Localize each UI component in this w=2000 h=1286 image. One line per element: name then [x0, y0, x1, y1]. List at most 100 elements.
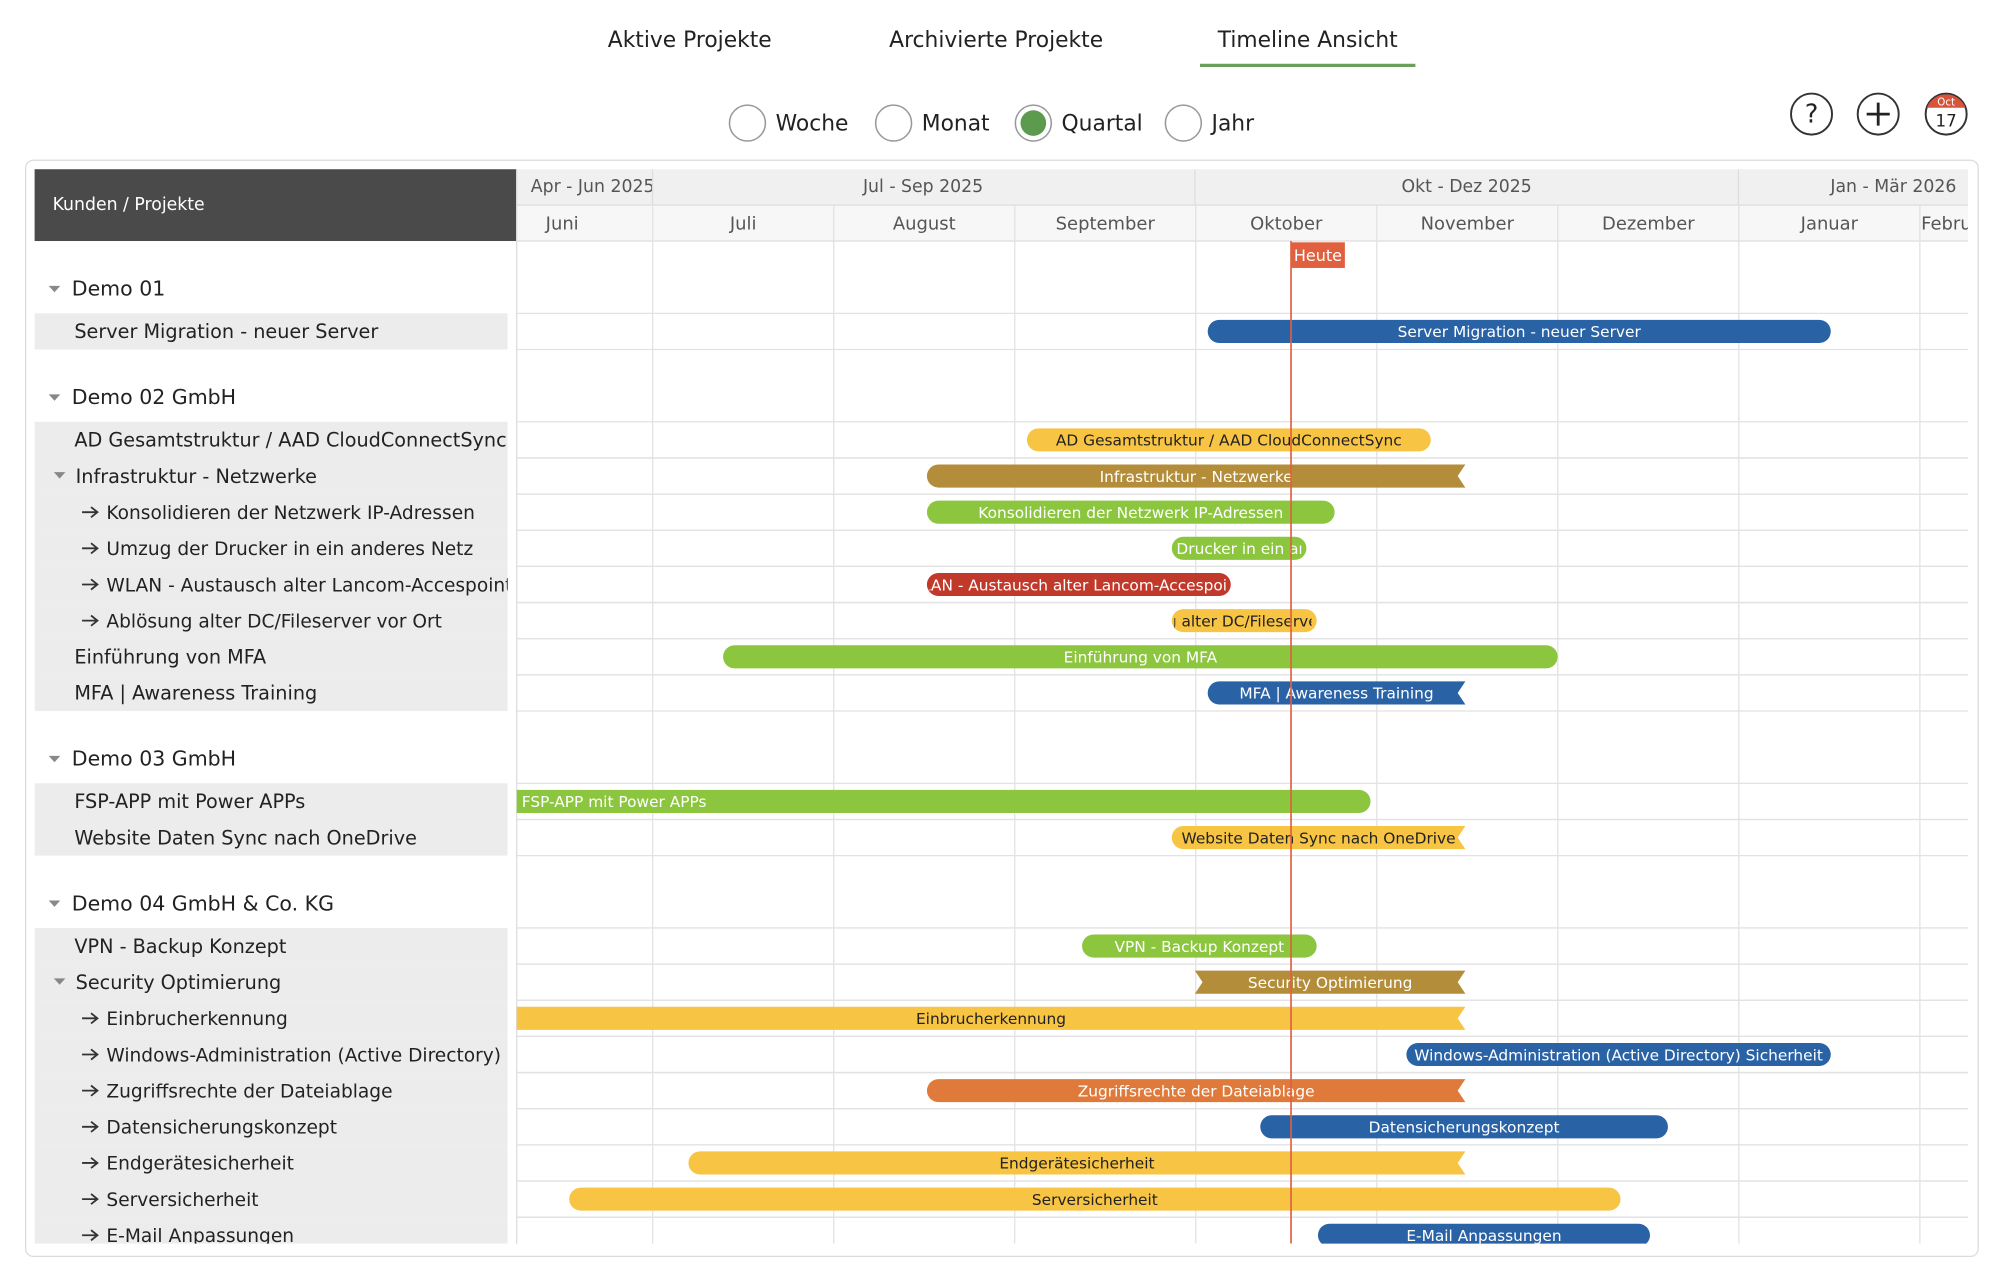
group-toggle[interactable]: [48, 755, 61, 763]
month-label: Februar: [1921, 213, 1990, 234]
project-bar[interactable]: [1318, 1223, 1650, 1247]
project-bar[interactable]: [569, 1187, 1621, 1211]
project-name[interactable]: VPN - Backup Konzept: [74, 935, 287, 958]
quarter-label: Jan - Mär 2026: [1829, 177, 1956, 197]
project-bar[interactable]: [1082, 934, 1317, 958]
bar-label: Konsolidieren der Netzwerk IP-Adressen: [978, 504, 1283, 522]
project-name[interactable]: Einführung von MFA: [74, 646, 266, 669]
project-bar[interactable]: [723, 645, 1558, 669]
help-button[interactable]: [1790, 92, 1834, 136]
view-radio[interactable]: [728, 104, 767, 142]
project-name[interactable]: Zugriffsrechte der Dateiablage: [106, 1081, 392, 1102]
project-name[interactable]: AD Gesamtstruktur / AAD CloudConnectSync: [74, 429, 506, 452]
project-name[interactable]: Umzug der Drucker in ein anderes Netz: [106, 539, 473, 560]
group-toggle[interactable]: [48, 900, 61, 907]
group-name: Demo 01: [72, 277, 166, 301]
project-row: [34, 1000, 508, 1037]
project-row: [34, 674, 508, 712]
project-bar[interactable]: [516, 1006, 1466, 1030]
project-bar[interactable]: [1194, 970, 1466, 994]
project-row: [34, 1144, 508, 1182]
month-label: November: [1421, 213, 1515, 234]
view-radio[interactable]: [1164, 104, 1203, 142]
project-name[interactable]: Security Optimierung: [76, 971, 282, 994]
bar-label: MFA | Awareness Training: [1239, 685, 1433, 703]
project-bar[interactable]: [926, 464, 1466, 488]
project-name[interactable]: E-Mail Anpassungen: [106, 1226, 294, 1247]
project-name[interactable]: Serversicherheit: [106, 1190, 258, 1211]
quarter-label: Jul - Sep 2025: [862, 177, 983, 197]
project-name[interactable]: Datensicherungskonzept: [106, 1118, 337, 1139]
bar-label: Ablösung alter DC/Fileserver vor Ort: [1105, 612, 1383, 630]
project-name[interactable]: Ablösung alter DC/Fileserver vor Ort: [106, 611, 442, 632]
sub-arrow: [82, 1048, 99, 1061]
project-bar[interactable]: [1207, 681, 1466, 705]
project-row: [34, 602, 508, 639]
month-label: Oktober: [1250, 213, 1323, 234]
project-name[interactable]: Server Migration - neuer Server: [74, 320, 378, 343]
project-row: [34, 566, 508, 603]
group-toggle[interactable]: [48, 285, 61, 293]
project-name[interactable]: Endgerätesicherheit: [106, 1154, 293, 1175]
project-name[interactable]: Website Daten Sync nach OneDrive: [74, 826, 417, 849]
project-name[interactable]: Konsolidieren der Netzwerk IP-Adressen: [106, 503, 475, 524]
project-row: [34, 638, 508, 675]
view-label[interactable]: Jahr: [1210, 111, 1255, 136]
bar-label: Server Migration - neuer Server: [1398, 323, 1642, 341]
project-name[interactable]: Windows-Administration (Active Directory…: [106, 1045, 600, 1066]
project-bar[interactable]: [1171, 826, 1466, 850]
help-icon: ?: [1805, 99, 1819, 129]
project-bar[interactable]: [926, 500, 1335, 524]
month-label: September: [1056, 213, 1156, 234]
project-bar[interactable]: [926, 572, 1231, 597]
list-header: [34, 169, 517, 242]
project-bar[interactable]: [1026, 428, 1431, 452]
bar-label: VPN - Backup Konzept: [1115, 938, 1285, 956]
bar-label: Datensicherungskonzept: [1369, 1119, 1560, 1137]
project-bar[interactable]: [1207, 319, 1831, 343]
view-label[interactable]: Woche: [776, 111, 849, 136]
calendar-day: 17: [1936, 111, 1957, 130]
calendar-month: Oct: [1937, 97, 1955, 109]
view-label[interactable]: Monat: [922, 111, 990, 136]
project-toggle[interactable]: [53, 472, 66, 479]
bar-label: Endgerätesicherheit: [999, 1155, 1154, 1173]
bar-label: AD Gesamtstruktur / AAD CloudConnectSync: [1056, 432, 1402, 450]
project-row: [34, 457, 508, 495]
project-bar[interactable]: [1406, 1042, 1831, 1067]
project-bar[interactable]: [1260, 1115, 1668, 1139]
sub-arrow: [82, 1012, 99, 1025]
project-bar[interactable]: [516, 789, 1371, 813]
group-name: Demo 02 GmbH: [72, 385, 236, 409]
sub-arrow: [82, 1193, 99, 1205]
month-label: Januar: [1800, 213, 1859, 234]
project-bar[interactable]: [688, 1151, 1466, 1175]
project-row: [34, 1108, 508, 1145]
timeline: Apr - Jun 2025 Jul - Sep 2025 Okt - Dez 20…: [516, 169, 1990, 1247]
view-label[interactable]: Quartal: [1062, 111, 1143, 136]
project-bar[interactable]: [926, 1079, 1466, 1103]
project-toggle[interactable]: [53, 978, 66, 985]
project-name[interactable]: Einbrucherkennung: [106, 1009, 287, 1030]
list-header-label: Kunden / Projekte: [53, 195, 205, 215]
month-label: Juni: [545, 213, 579, 234]
calendar-button[interactable]: Oct 17: [1924, 92, 1968, 136]
tab[interactable]: Aktive Projekte: [608, 28, 772, 53]
project-name[interactable]: MFA | Awareness Training: [74, 682, 317, 705]
project-name[interactable]: FSP-APP mit Power APPs: [74, 790, 305, 813]
tab[interactable]: Archivierte Projekte: [889, 28, 1103, 53]
project-name[interactable]: WLAN - Austausch alter Lancom-Accespoint…: [106, 575, 522, 596]
view-radio[interactable]: [874, 104, 913, 142]
sub-arrow: [82, 1120, 99, 1133]
project-name[interactable]: Infrastruktur - Netzwerke: [76, 465, 317, 488]
tab[interactable]: Timeline Ansicht: [1217, 28, 1398, 53]
sub-arrow: [82, 614, 99, 627]
project-bar[interactable]: [1171, 609, 1317, 633]
project-bar[interactable]: [1171, 536, 1307, 560]
add-icon: [1866, 102, 1890, 126]
quarter-row: [516, 169, 1968, 206]
group-toggle[interactable]: [48, 394, 61, 401]
